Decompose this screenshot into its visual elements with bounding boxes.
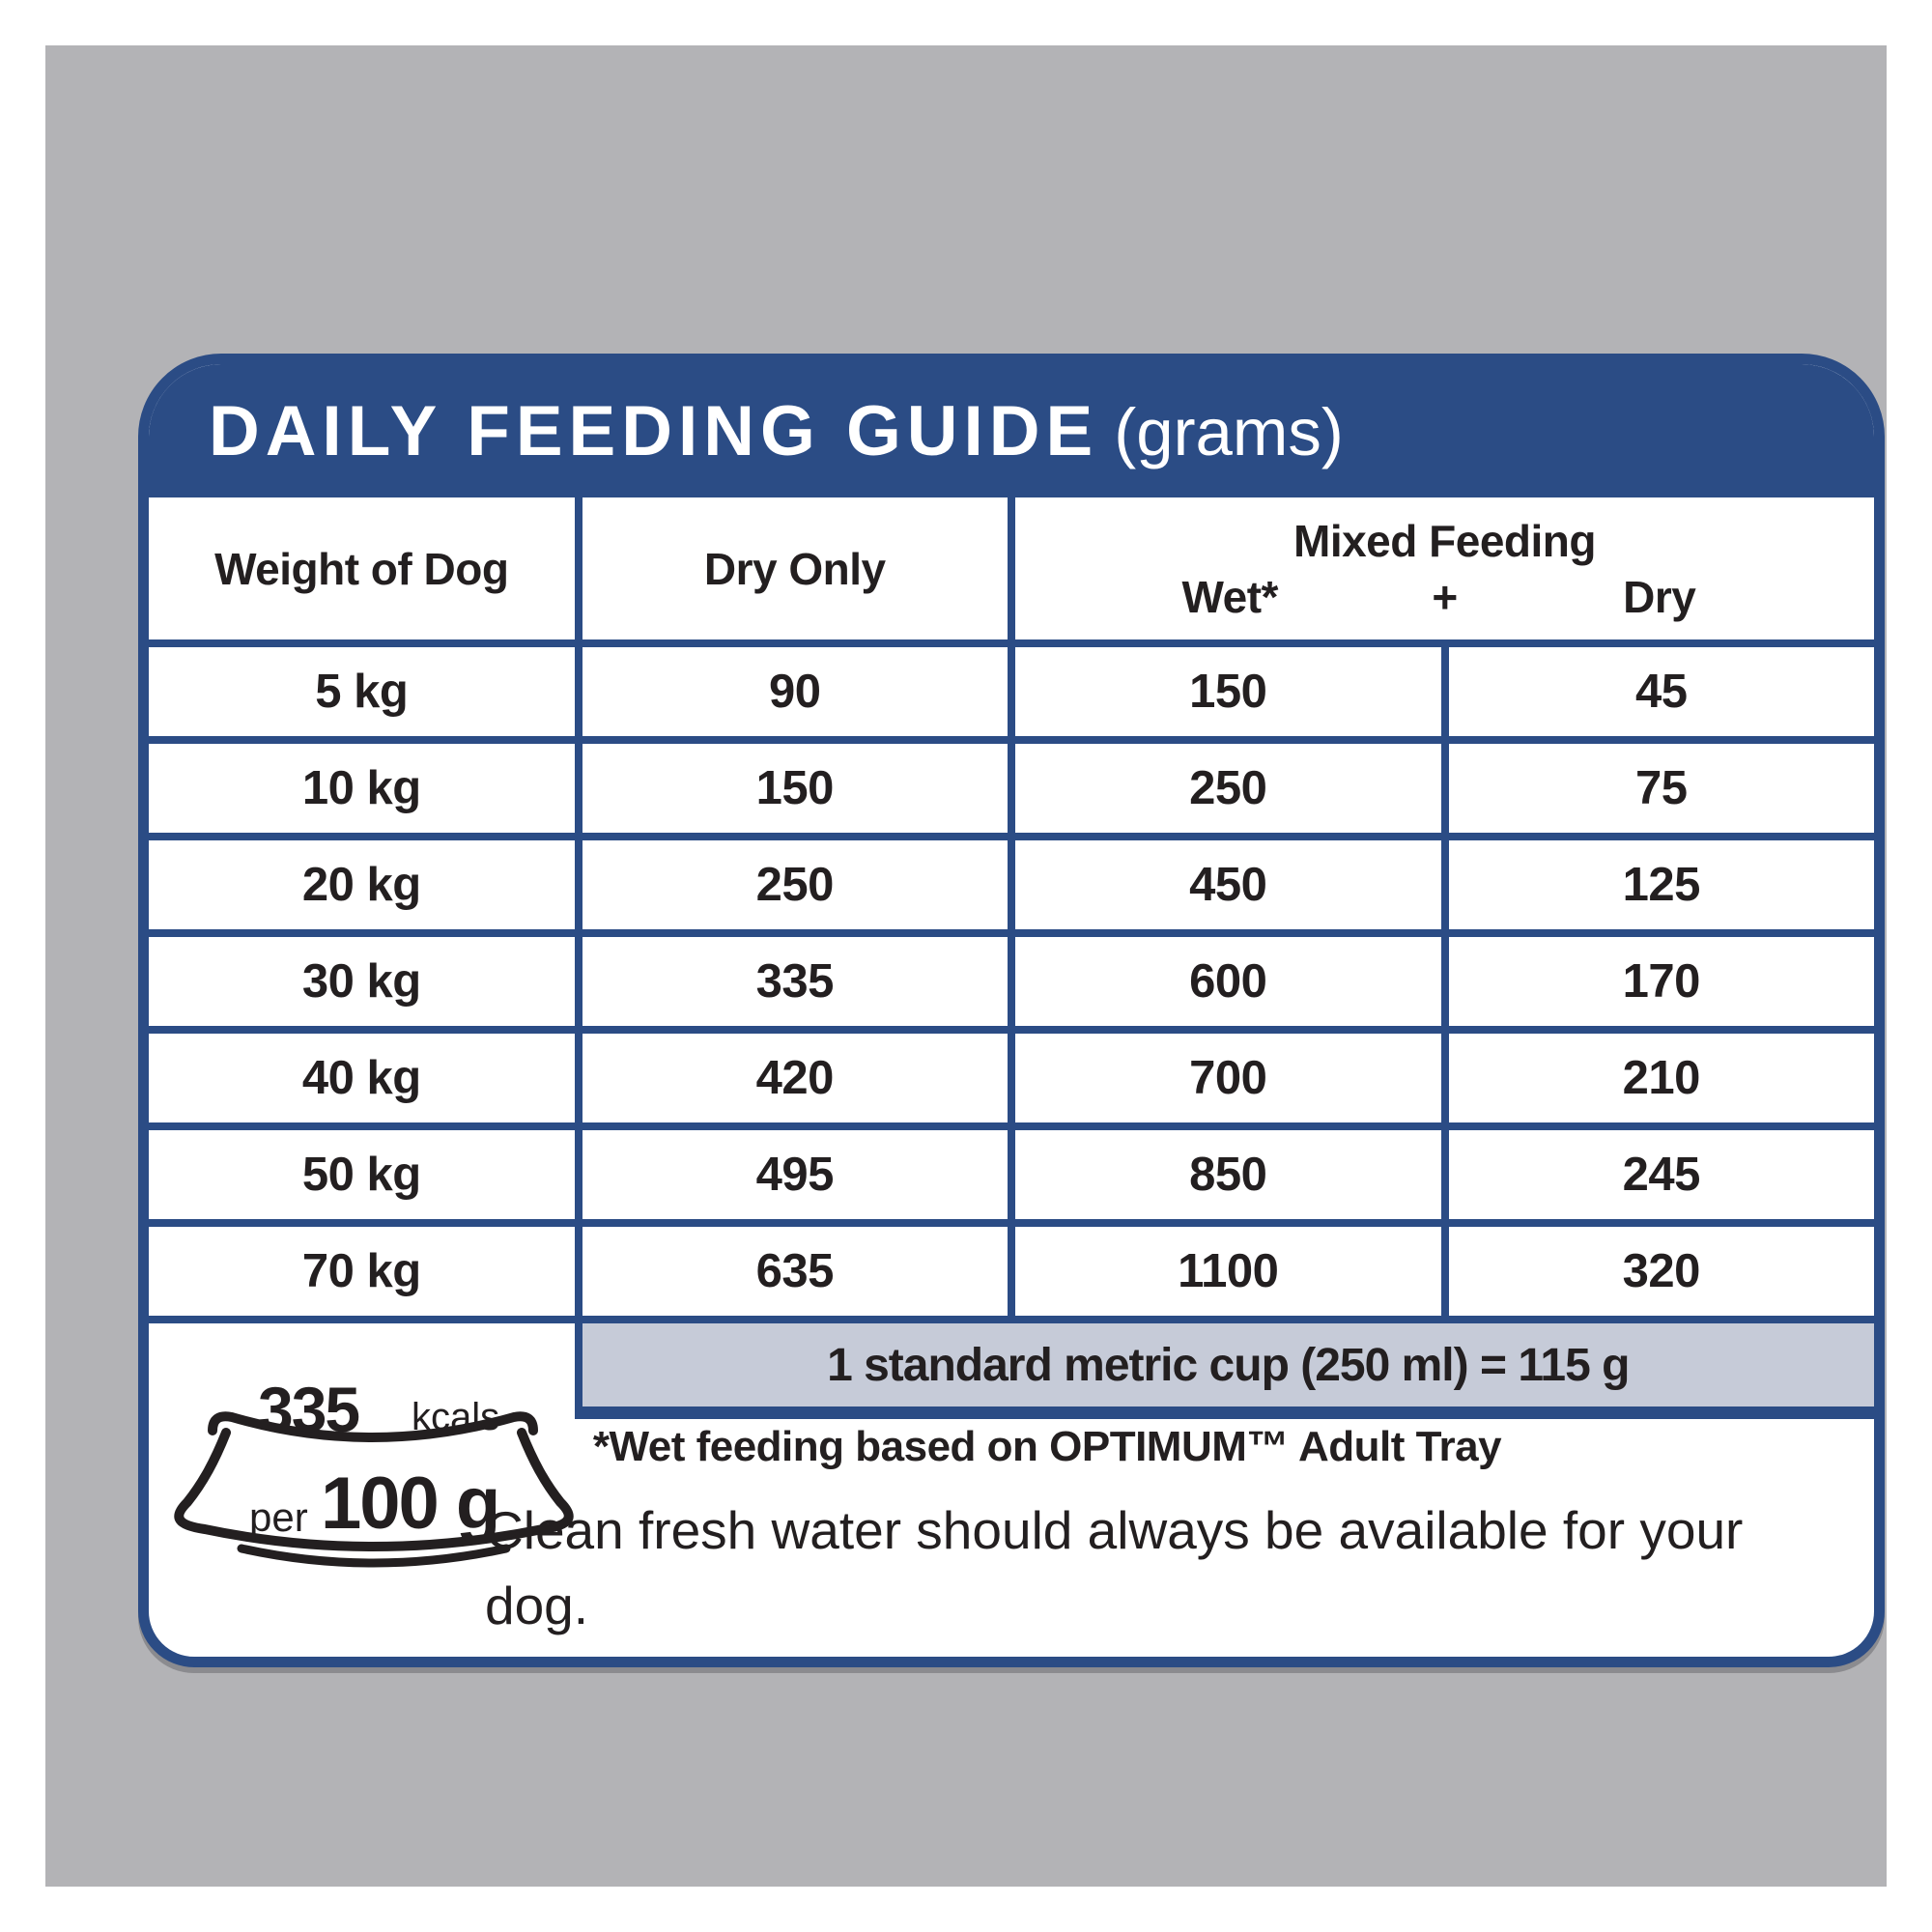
table-cell-weight: 10 kg xyxy=(149,744,575,833)
table-cell-dry: 125 xyxy=(1448,840,1874,929)
per-amount: 100 g xyxy=(321,1463,500,1545)
table-cell-weight: 20 kg xyxy=(149,840,575,929)
table-cell-dry: 210 xyxy=(1448,1034,1874,1122)
per-label: per xyxy=(249,1494,308,1540)
table-cell-dry-only: 90 xyxy=(582,647,1008,736)
column-header-weight: Weight of Dog xyxy=(149,497,575,639)
wet-feeding-footnote: *Wet feeding based on OPTIMUM™ Adult Tra… xyxy=(592,1423,1502,1470)
table-cell-wet: 450 xyxy=(1015,840,1441,929)
table-cell-weight: 70 kg xyxy=(149,1227,575,1316)
table-cell-wet: 150 xyxy=(1015,647,1441,736)
kcal-unit: kcals xyxy=(412,1396,500,1438)
title-main: DAILY FEEDING GUIDE xyxy=(209,391,1099,470)
table-cell-wet: 250 xyxy=(1015,744,1441,833)
table-cell-dry-only: 420 xyxy=(582,1034,1008,1122)
table-cell-dry: 320 xyxy=(1448,1227,1874,1316)
table-cell-dry: 245 xyxy=(1448,1130,1874,1219)
table-cell-dry: 170 xyxy=(1448,937,1874,1026)
table-cell-weight: 30 kg xyxy=(149,937,575,1026)
page-title: DAILY FEEDING GUIDE (grams) xyxy=(209,391,1344,471)
feeding-guide-card: DAILY FEEDING GUIDE (grams) Weight of Do… xyxy=(138,354,1885,1667)
table-cell-weight: 40 kg xyxy=(149,1034,575,1122)
table-cell-dry-only: 495 xyxy=(582,1130,1008,1219)
table-cell-wet: 700 xyxy=(1015,1034,1441,1122)
cup-equivalence-band: 1 standard metric cup (250 ml) = 115 g xyxy=(582,1323,1874,1419)
title-suffix: (grams) xyxy=(1114,394,1344,469)
mixed-feeding-subheader: Wet* + Dry xyxy=(1015,571,1874,623)
card-header: DAILY FEEDING GUIDE (grams) xyxy=(149,364,1874,497)
table-cell-wet: 850 xyxy=(1015,1130,1441,1219)
table-cell-dry-only: 250 xyxy=(582,840,1008,929)
fresh-water-footnote: Clean fresh water should always be avail… xyxy=(485,1500,1744,1635)
column-header-dry-only: Dry Only xyxy=(582,497,1008,639)
table-cell-wet: 600 xyxy=(1015,937,1441,1026)
empty-cell xyxy=(149,1323,575,1419)
sub-header-wet: Wet* xyxy=(1181,571,1279,622)
column-header-mixed-feeding: Mixed Feeding Wet* + Dry xyxy=(1015,497,1874,639)
table-cell-wet: 1100 xyxy=(1015,1227,1441,1316)
gray-panel: DAILY FEEDING GUIDE (grams) Weight of Do… xyxy=(45,45,1887,1887)
sub-header-dry: Dry xyxy=(1623,571,1696,622)
dog-bowl-icon xyxy=(174,1411,574,1568)
kcal-value: 335 xyxy=(258,1374,360,1445)
table-cell-dry-only: 335 xyxy=(582,937,1008,1026)
feeding-table: Weight of Dog Dry Only Mixed Feeding Wet… xyxy=(149,497,1874,1419)
plus-sign: + xyxy=(1432,571,1458,622)
table-cell-weight: 5 kg xyxy=(149,647,575,736)
table-cell-weight: 50 kg xyxy=(149,1130,575,1219)
mixed-feeding-label: Mixed Feeding xyxy=(1293,515,1596,566)
table-cell-dry: 45 xyxy=(1448,647,1874,736)
table-cell-dry-only: 635 xyxy=(582,1227,1008,1316)
kcal-badge: 335 kcals per 100 g xyxy=(158,1371,588,1579)
table-cell-dry-only: 150 xyxy=(582,744,1008,833)
table-cell-dry: 75 xyxy=(1448,744,1874,833)
